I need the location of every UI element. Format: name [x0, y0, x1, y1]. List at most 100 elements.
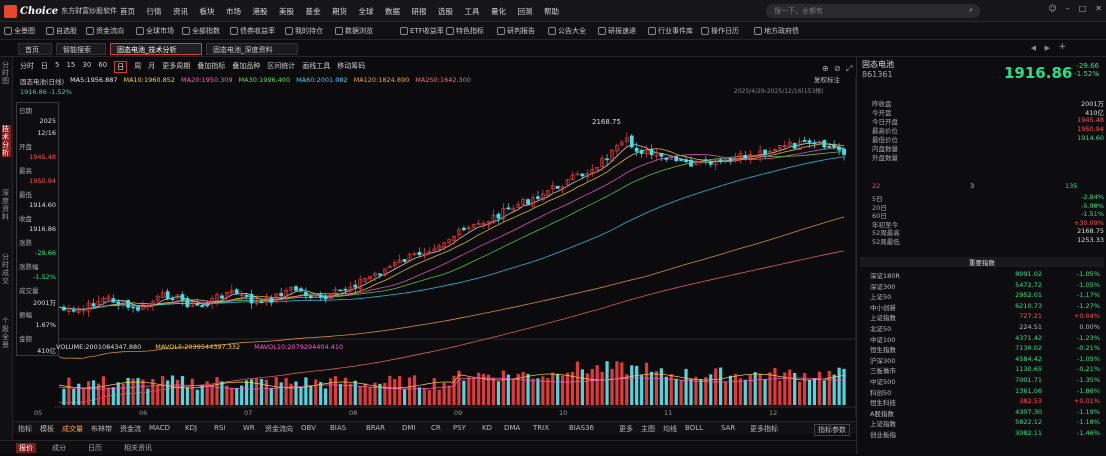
tab-scroll-left-icon[interactable]: ◀ — [1030, 44, 1036, 52]
period-option[interactable]: 叠加品种 — [232, 62, 261, 70]
period-option[interactable]: 5 — [55, 61, 60, 69]
sidebar-item[interactable]: 个股全景 — [2, 317, 9, 349]
toolbar-item[interactable]: 研报速递 — [598, 26, 636, 36]
toolbar-item[interactable]: 全球市场 — [136, 26, 174, 36]
indicator-tab[interactable]: 资金流 — [120, 425, 141, 433]
indicator-tab[interactable]: 资金流向 — [265, 425, 293, 433]
indicator-tab[interactable]: WR — [243, 424, 255, 432]
menu-item[interactable]: 市场 — [226, 7, 241, 16]
indicator-tab[interactable]: MACD — [149, 424, 170, 432]
index-row[interactable]: 深证180R 8091.02 -1.05% — [870, 270, 1100, 280]
max-icon[interactable]: □ — [1078, 4, 1087, 13]
menu-item[interactable]: 量化 — [491, 7, 506, 16]
toolbar-item[interactable]: ETF收益率 — [400, 26, 444, 36]
toolbar-item[interactable]: 我的持仓 — [285, 26, 323, 36]
sidebar-item[interactable]: 分时图 — [2, 61, 9, 85]
indicator-tab[interactable]: KD — [482, 424, 492, 432]
indicator-tab[interactable]: TRIX — [533, 424, 549, 432]
chart-area[interactable]: 2168.752300.002133.272000.412012.081935.… — [14, 57, 889, 454]
indicator-tab[interactable]: 成交量 — [62, 425, 83, 433]
period-option[interactable]: 60 — [98, 61, 108, 69]
toolbar-item[interactable]: 行业事件库 — [648, 26, 693, 36]
indicator-tab[interactable]: 更多指标 — [750, 425, 778, 433]
menu-item[interactable]: 美股 — [279, 7, 294, 16]
period-option[interactable]: 日 — [114, 61, 128, 73]
menu-item[interactable]: 首页 — [120, 7, 135, 16]
period-option[interactable]: 15 — [66, 61, 76, 69]
index-row[interactable]: 深证300 5472.72 -1.05% — [870, 281, 1100, 291]
indicator-tab[interactable]: BRAR — [366, 424, 386, 432]
menu-item[interactable]: 数据 — [385, 7, 400, 16]
indicator-tab[interactable]: 布林带 — [91, 425, 112, 433]
user-icon[interactable]: ☺ — [1048, 4, 1057, 13]
search-input[interactable]: 搜一下，全都有 ⌕ — [766, 4, 980, 18]
indicator-tab[interactable]: 主图 — [641, 425, 655, 433]
status-tab[interactable]: 日历 — [88, 444, 102, 452]
index-row[interactable]: 科创50 1361.06 -1.86% — [870, 387, 1100, 397]
index-row[interactable]: 三板做市 1130.65 -0.21% — [870, 365, 1100, 375]
search-icon[interactable]: ⌕ — [969, 6, 973, 14]
indicator-tab[interactable]: BIAS — [330, 424, 347, 432]
menu-item[interactable]: 港股 — [252, 7, 268, 16]
index-row[interactable]: 中证100 4371.42 -1.23% — [870, 334, 1100, 344]
close-icon[interactable]: ✕ — [1095, 4, 1102, 13]
tab[interactable]: 固态电池_技术分析 — [110, 43, 202, 55]
period-option[interactable]: 移动筹码 — [337, 62, 366, 70]
index-row[interactable]: 上证指数 5822.12 -1.18% — [870, 418, 1100, 428]
toolbar-item[interactable]: 操作日历 — [701, 26, 739, 36]
status-tab[interactable]: 成分 — [52, 444, 66, 452]
indicator-tab[interactable]: 更多 — [619, 425, 633, 433]
indicator-tab[interactable]: BIAS36 — [569, 424, 595, 432]
period-option[interactable]: 周 — [134, 62, 142, 70]
indicator-tab[interactable]: BOLL — [685, 424, 703, 432]
menu-item[interactable]: 帮助 — [544, 7, 559, 16]
toolbar-item[interactable]: 地方政府债 — [754, 26, 799, 36]
menu-item[interactable]: 行情 — [146, 7, 162, 16]
toolbar-item[interactable]: 研判报告 — [497, 26, 535, 36]
period-option[interactable]: 更多周期 — [162, 62, 191, 70]
toolbar-item[interactable]: 自选股 — [46, 26, 77, 36]
sidebar-item[interactable]: 技术分析 — [2, 125, 11, 157]
menu-item[interactable]: 资讯 — [173, 7, 188, 16]
toolbar-item[interactable]: 公告大全 — [548, 26, 586, 36]
tab[interactable]: 固态电池_深度资料 — [206, 43, 298, 55]
tab[interactable]: 首页 — [18, 43, 52, 55]
toolbar-item[interactable]: 特色指标 — [446, 26, 484, 36]
indicator-tab[interactable]: CR — [431, 424, 441, 432]
period-option[interactable]: 月 — [148, 62, 156, 70]
indicator-tab[interactable]: 指标 — [18, 425, 32, 433]
index-row[interactable]: A股指数 4307.30 -1.19% — [870, 408, 1100, 418]
menu-item[interactable]: 工具 — [464, 7, 480, 16]
period-option[interactable]: 日 — [41, 62, 48, 70]
kline-chart[interactable]: 2168.752300.002133.272000.412012.081935.… — [14, 57, 889, 454]
index-row[interactable]: 沪深300 4584.42 -1.05% — [870, 355, 1100, 365]
indicator-tab[interactable]: PSY — [453, 424, 466, 432]
period-option[interactable]: 画线工具 — [302, 62, 331, 70]
tab[interactable]: 智能搜索 — [56, 43, 106, 55]
indicator-params-button[interactable]: 指标参数 — [814, 424, 850, 436]
indicator-tab[interactable]: DMI — [402, 424, 416, 432]
indicator-tab[interactable]: SAR — [721, 424, 736, 432]
toolbar-item[interactable]: 债券收益率 — [230, 26, 275, 36]
period-option[interactable]: 区间统计 — [267, 62, 296, 70]
menu-item[interactable]: 基金 — [305, 7, 321, 16]
toolbar-item[interactable]: 全景图 — [4, 26, 35, 36]
index-row[interactable]: 中证500 7001.71 -1.35% — [870, 376, 1100, 386]
menu-item[interactable]: 研报 — [411, 7, 427, 16]
toolbar-item[interactable]: 资金流向 — [86, 26, 124, 36]
indicator-tab[interactable]: 模板 — [40, 425, 54, 433]
period-option[interactable]: 30 — [82, 61, 92, 69]
sidebar-item[interactable]: 深度资料 — [2, 189, 9, 221]
indicator-tab[interactable]: OBV — [301, 424, 316, 432]
index-row[interactable]: 中小创新 6210.73 -1.27% — [870, 302, 1100, 312]
index-row[interactable]: 恒生指数 7130.02 -0.21% — [870, 344, 1100, 354]
min-icon[interactable]: – — [1065, 4, 1070, 13]
menu-item[interactable]: 期货 — [332, 7, 347, 16]
period-option[interactable]: 分时 — [20, 62, 34, 70]
app-logo[interactable]: Choice 东方财富炒股软件 — [4, 4, 117, 18]
index-row[interactable]: 创业板指 3082.11 -1.46% — [870, 429, 1100, 439]
indicator-tab[interactable]: RSI — [214, 424, 226, 432]
indicator-tab[interactable]: 均线 — [663, 425, 677, 433]
indicator-tab[interactable]: KDJ — [185, 424, 198, 432]
menu-item[interactable]: 板块 — [199, 7, 215, 16]
